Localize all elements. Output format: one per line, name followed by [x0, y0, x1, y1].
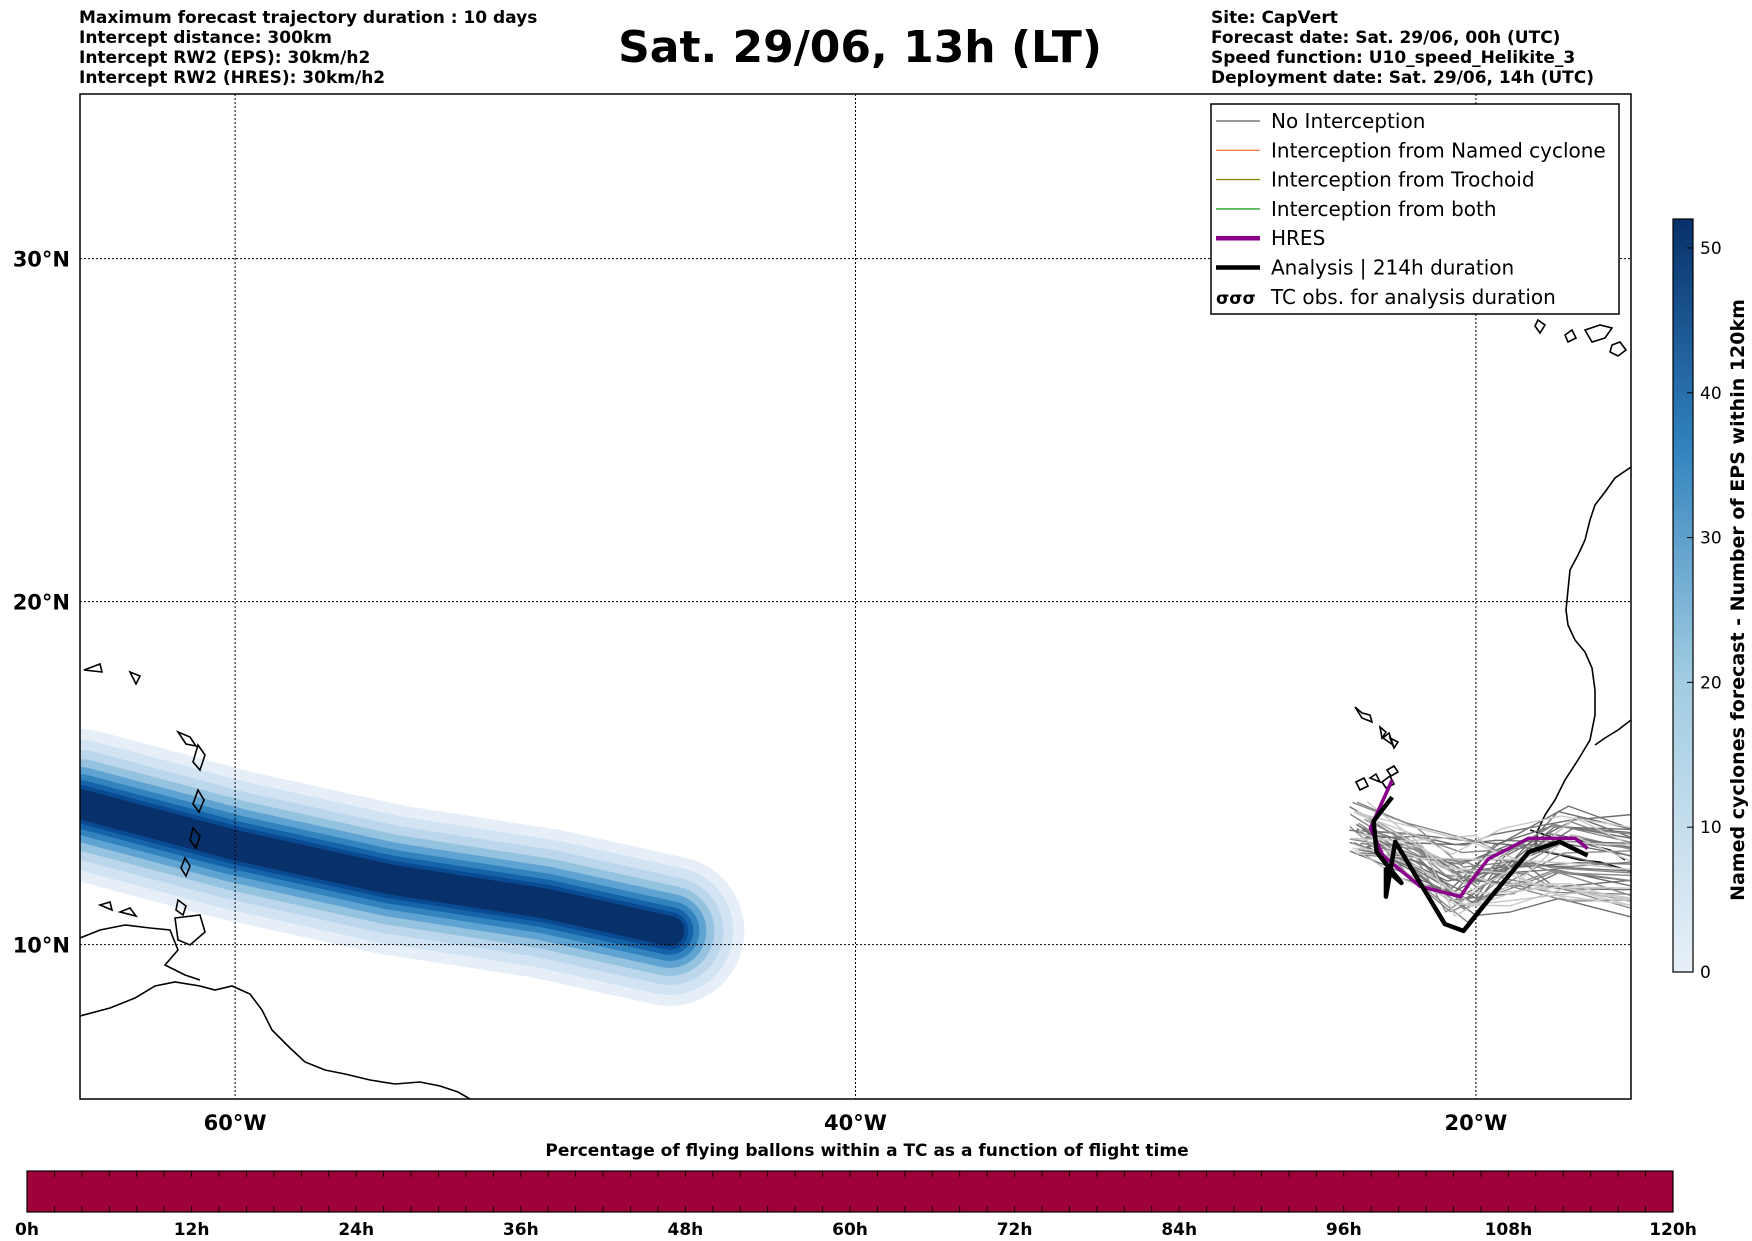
leeward-islands [83, 662, 198, 918]
lon-tick-label: 40°W [824, 1111, 887, 1135]
eps-trajectory [1356, 841, 1631, 861]
eps-trajectory [1353, 811, 1631, 871]
bar-tick-label: 108h [1485, 1220, 1533, 1240]
legend-label: Interception from Trochoid [1271, 168, 1535, 192]
eps-trajectory [1364, 818, 1631, 902]
colorbar-tick-label: 20 [1700, 673, 1722, 693]
legend: No Interception Interception from Named c… [1210, 103, 1620, 315]
colorbar-scale [1672, 218, 1694, 973]
lon-tick-label: 20°W [1444, 1111, 1507, 1135]
legend-label: HRES [1271, 226, 1325, 250]
bar-tick-label: 84h [1161, 1220, 1197, 1240]
colorbar-tick-label: 0 [1700, 963, 1711, 983]
analysis-track [1371, 795, 1589, 934]
bottom-bar-title: Percentage of flying ballons within a TC… [545, 1141, 1188, 1161]
lat-axis: 30°N 20°N 10°N [13, 248, 70, 958]
legend-label: TC obs. for analysis duration [1270, 285, 1556, 309]
bar-tick-label: 120h [1649, 1220, 1697, 1240]
colorbar-tick-label: 30 [1700, 529, 1722, 549]
eps-trajectory [1358, 821, 1631, 913]
south-america-coast [80, 981, 471, 1099]
legend-label: No Interception [1271, 109, 1425, 133]
bar-tick-label: 24h [338, 1220, 374, 1240]
info-line: Intercept RW2 (EPS): 30km/h2 [79, 48, 371, 68]
lat-tick-label: 10°N [13, 934, 70, 958]
colorbar-tick-label: 40 [1700, 384, 1722, 404]
colorbar: 0 10 20 30 40 50 Named cyclones forecast - Nu… [1672, 218, 1749, 983]
legend-label: Analysis | 214h duration [1271, 256, 1514, 280]
bar-tick-label: 96h [1326, 1220, 1362, 1240]
trinidad-island [174, 914, 206, 946]
eps-trajectory [1356, 813, 1631, 856]
eps-trajectory [1349, 838, 1631, 895]
cape-verde-islands [1354, 706, 1400, 792]
info-line: Intercept distance: 300km [79, 28, 332, 48]
bar-tick-label: 72h [997, 1220, 1033, 1240]
lon-axis: 60°W 40°W 20°W [204, 1111, 1508, 1135]
legend-box [1210, 103, 1620, 315]
info-line: Forecast date: Sat. 29/06, 00h (UTC) [1211, 28, 1561, 48]
map-title: Sat. 29/06, 13h (LT) [618, 22, 1102, 73]
forecast-parameters: Maximum forecast trajectory duration : 1… [79, 8, 537, 88]
info-line: Maximum forecast trajectory duration : 1… [79, 8, 538, 28]
info-line: Speed function: U10_speed_Helikite_3 [1211, 48, 1576, 68]
lesser-antilles [175, 743, 206, 917]
info-line: Deployment date: Sat. 29/06, 14h (UTC) [1211, 68, 1595, 88]
legend-label: Interception from Named cyclone [1271, 138, 1606, 162]
lat-tick-label: 20°N [13, 591, 70, 615]
info-line: Site: CapVert [1211, 8, 1338, 28]
colorbar-title: Named cyclones forecast - Number of EPS … [1727, 299, 1749, 901]
tc-obs-symbol-icon: σσσ [1216, 289, 1256, 309]
map-frame [79, 93, 1632, 1100]
eps-density-swath [80, 729, 745, 1006]
bottom-bar: Percentage of flying ballons within a TC… [15, 1141, 1697, 1240]
percentage-bar [26, 1170, 1674, 1213]
colorbar-tick-label: 50 [1700, 239, 1722, 259]
map-content [80, 94, 1631, 1099]
bar-tick-label: 0h [15, 1220, 39, 1240]
bar-tick-label: 36h [503, 1220, 539, 1240]
site-info: Site: CapVert Forecast date: Sat. 29/06,… [1211, 8, 1594, 88]
eps-trajectory [1349, 827, 1631, 906]
lon-tick-label: 60°W [204, 1111, 267, 1135]
legend-label: Interception from both [1271, 197, 1497, 221]
canary-islands [1534, 318, 1628, 357]
western-sahara-coast [1594, 719, 1631, 746]
bar-tick-label: 12h [174, 1220, 210, 1240]
venezuela-coast [80, 924, 201, 981]
eps-trajectory [1356, 810, 1631, 891]
bar-tick-label: 48h [668, 1220, 704, 1240]
density-band [80, 789, 685, 946]
colorbar-tick-label: 10 [1700, 818, 1722, 838]
bar-tick-label: 60h [832, 1220, 868, 1240]
lat-tick-label: 30°N [13, 248, 70, 272]
info-line: Intercept RW2 (HRES): 30km/h2 [79, 68, 386, 88]
